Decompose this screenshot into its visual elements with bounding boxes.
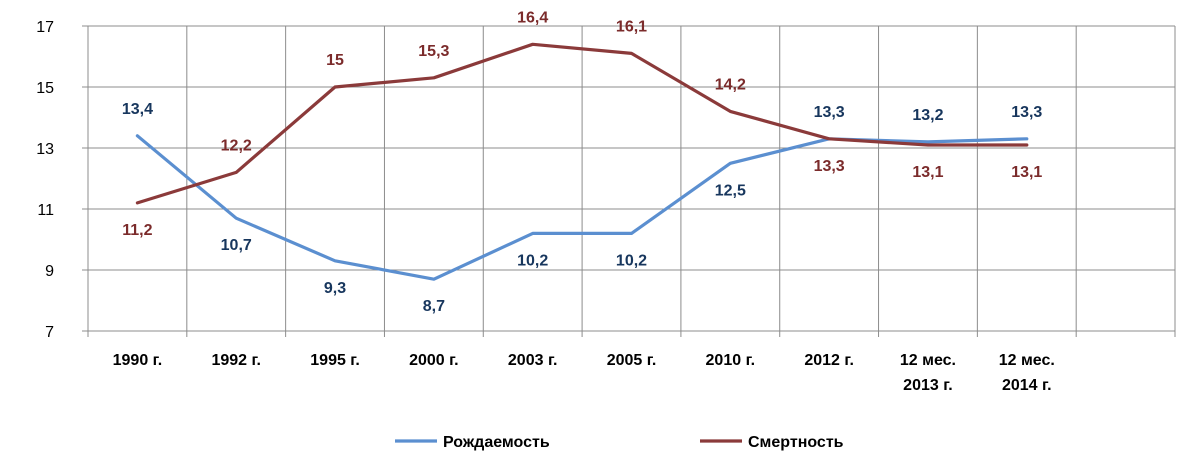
x-tick-label: 2003 г.: [508, 352, 558, 369]
data-label: 10,2: [616, 252, 647, 269]
data-label: 10,2: [517, 252, 548, 269]
x-tick-label: 2013 г.: [903, 377, 953, 394]
data-label: 15,3: [418, 43, 449, 60]
x-tick-label: 1995 г.: [310, 352, 360, 369]
x-tick-label: 2012 г.: [804, 352, 854, 369]
x-tick-label: 12 мес.: [999, 352, 1055, 369]
y-tick-label: 7: [45, 324, 54, 341]
data-label: 11,2: [122, 222, 152, 239]
data-label: 16,4: [517, 9, 548, 26]
data-label: 13,1: [912, 164, 943, 181]
data-label: 8,7: [423, 298, 445, 315]
data-label: 16,1: [616, 18, 647, 35]
y-tick-label: 13: [36, 141, 54, 158]
data-label: 13,4: [122, 101, 153, 118]
data-label: 15: [326, 52, 344, 69]
x-tick-label: 2010 г.: [706, 352, 756, 369]
data-label: 13,2: [912, 107, 943, 124]
x-tick-label: 1992 г.: [211, 352, 261, 369]
x-tick-label: 2000 г.: [409, 352, 459, 369]
data-label: 14,2: [715, 76, 746, 93]
data-label: 13,1: [1011, 164, 1042, 181]
data-label: 12,2: [221, 137, 252, 154]
data-label: 13,3: [1011, 104, 1042, 121]
data-label: 12,5: [715, 182, 746, 199]
x-tick-label: 12 мес.: [900, 352, 956, 369]
x-tick-label: 2014 г.: [1002, 377, 1052, 394]
legend-label: Смертность: [748, 434, 844, 451]
data-label: 9,3: [324, 280, 346, 297]
x-tick-label: 2005 г.: [607, 352, 657, 369]
x-tick-label: 1990 г.: [113, 352, 163, 369]
data-label: 13,3: [814, 158, 845, 175]
series-line-death: [135, 42, 1029, 205]
y-tick-label: 9: [45, 263, 54, 280]
data-label: 13,3: [814, 104, 845, 121]
data-label: 10,7: [221, 237, 252, 254]
y-tick-label: 17: [36, 19, 54, 36]
y-tick-label: 15: [36, 80, 54, 97]
y-tick-label: 11: [37, 202, 54, 219]
legend-label: Рождаемость: [443, 434, 550, 451]
